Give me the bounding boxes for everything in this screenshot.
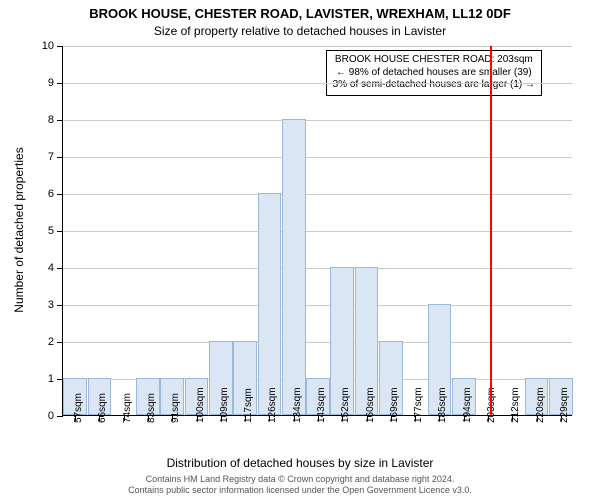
ytick-label: 0 (48, 410, 54, 422)
ytick-label: 3 (48, 299, 54, 311)
gridline (63, 46, 572, 47)
footnote-line: Contains HM Land Registry data © Crown c… (0, 474, 600, 485)
footnote-line: Contains public sector information licen… (0, 485, 600, 496)
plot-area: BROOK HOUSE CHESTER ROAD: 203sqm← 98% of… (62, 46, 572, 416)
ytick-label: 9 (48, 77, 54, 89)
xtick-label: 177sqm (413, 387, 424, 423)
annotation-line: 3% of semi-detached houses are larger (1… (333, 79, 535, 92)
ytick (57, 46, 63, 47)
gridline (63, 268, 572, 269)
xtick-label: 229sqm (559, 387, 570, 423)
chart-title-main: BROOK HOUSE, CHESTER ROAD, LAVISTER, WRE… (0, 6, 600, 21)
ytick (57, 120, 63, 121)
xtick-label: 74sqm (122, 393, 133, 423)
ytick (57, 268, 63, 269)
xtick-label: 160sqm (365, 387, 376, 423)
annotation-box: BROOK HOUSE CHESTER ROAD: 203sqm← 98% of… (326, 50, 542, 96)
xtick-label: 194sqm (462, 387, 473, 423)
ytick-label: 1 (48, 373, 54, 385)
xtick-label: 109sqm (219, 387, 230, 423)
footnote: Contains HM Land Registry data © Crown c… (0, 474, 600, 496)
bar (282, 119, 306, 415)
annotation-line: ← 98% of detached houses are smaller (39… (333, 67, 535, 80)
bar (258, 193, 282, 415)
xtick-label: 117sqm (243, 388, 254, 423)
xtick-label: 220sqm (535, 387, 546, 423)
ytick (57, 194, 63, 195)
gridline (63, 305, 572, 306)
xtick-label: 185sqm (437, 387, 448, 423)
ytick (57, 342, 63, 343)
gridline (63, 342, 572, 343)
chart-title-sub: Size of property relative to detached ho… (0, 24, 600, 38)
gridline (63, 231, 572, 232)
ytick (57, 83, 63, 84)
gridline (63, 157, 572, 158)
xtick-label: 134sqm (292, 387, 303, 423)
xtick-label: 83sqm (146, 393, 157, 423)
ytick (57, 379, 63, 380)
ytick-label: 2 (48, 336, 54, 348)
marker-line (490, 46, 492, 415)
xtick-label: 143sqm (316, 387, 327, 423)
xtick-label: 126sqm (267, 387, 278, 423)
xtick-label: 169sqm (389, 387, 400, 423)
xtick-label: 91sqm (170, 393, 181, 423)
x-axis-label: Distribution of detached houses by size … (0, 456, 600, 470)
ytick (57, 231, 63, 232)
y-axis-label: Number of detached properties (12, 147, 26, 312)
ytick (57, 305, 63, 306)
gridline (63, 120, 572, 121)
xtick-label: 212sqm (510, 387, 521, 423)
ytick (57, 416, 63, 417)
ytick-label: 5 (48, 225, 54, 237)
ytick-label: 10 (42, 40, 54, 52)
xtick-label: 100sqm (195, 387, 206, 423)
xtick-label: 66sqm (97, 393, 108, 423)
gridline (63, 83, 572, 84)
ytick-label: 6 (48, 188, 54, 200)
ytick-label: 8 (48, 114, 54, 126)
ytick-label: 7 (48, 151, 54, 163)
annotation-line: BROOK HOUSE CHESTER ROAD: 203sqm (333, 54, 535, 67)
xtick-label: 152sqm (340, 387, 351, 423)
gridline (63, 194, 572, 195)
xtick-label: 57sqm (73, 393, 84, 423)
ytick-label: 4 (48, 262, 54, 274)
ytick (57, 157, 63, 158)
chart-container: BROOK HOUSE, CHESTER ROAD, LAVISTER, WRE… (0, 0, 600, 500)
